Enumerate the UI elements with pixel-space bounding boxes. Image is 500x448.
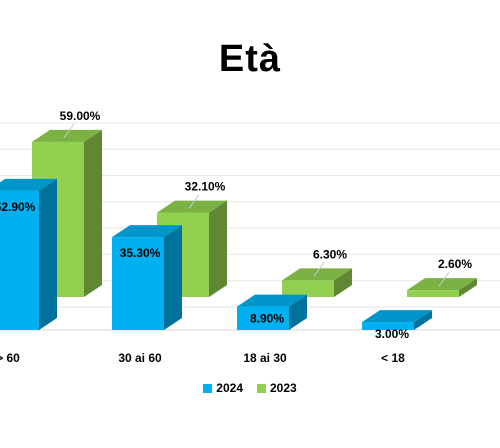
legend: 2024 2023 bbox=[0, 381, 500, 395]
bar-side-2024-2 bbox=[289, 294, 307, 330]
legend-label-2023: 2023 bbox=[270, 381, 297, 395]
bar-side-2023-0 bbox=[84, 129, 102, 297]
data-label-2024-1: 35.30% bbox=[120, 246, 161, 260]
bar-side-2024-3 bbox=[414, 310, 432, 330]
bar-2024-1 bbox=[112, 237, 164, 330]
data-label-2023-0: 59.00% bbox=[60, 109, 101, 123]
legend-swatch-2024 bbox=[203, 383, 213, 393]
data-label-2023-1: 32.10% bbox=[185, 180, 226, 194]
legend-label-2024: 2024 bbox=[216, 381, 243, 395]
category-label-2: 18 ai 30 bbox=[243, 351, 287, 365]
legend-item-2024: 2024 bbox=[203, 381, 243, 395]
bar-side-2023-2 bbox=[334, 268, 352, 297]
bar-top-2024-2 bbox=[237, 294, 307, 307]
bar-side-2024-1 bbox=[164, 225, 182, 330]
bar-top-2023-2 bbox=[282, 268, 352, 281]
bar-top-2024-3 bbox=[362, 310, 432, 323]
bar-top-2023-3 bbox=[407, 278, 477, 291]
label-leader bbox=[63, 123, 75, 139]
legend-swatch-2023 bbox=[257, 383, 266, 393]
bar-2024-0 bbox=[0, 190, 39, 330]
label-leader bbox=[438, 271, 450, 287]
bar-2023-2 bbox=[282, 280, 334, 297]
bar-side-2023-1 bbox=[209, 200, 227, 297]
data-label-2024-0: 52.90% bbox=[0, 200, 36, 214]
bar-side-2024-0 bbox=[39, 178, 57, 330]
bar-2023-3 bbox=[407, 290, 459, 297]
data-label-2024-2: 8.90% bbox=[250, 312, 284, 326]
bar-side-2023-3 bbox=[459, 278, 477, 297]
label-leader bbox=[188, 194, 200, 209]
category-label-0: > 60 bbox=[0, 351, 20, 365]
bar-top-2023-1 bbox=[157, 200, 227, 213]
bar-top-2024-0 bbox=[0, 178, 57, 191]
label-leader bbox=[313, 262, 325, 277]
category-label-3: < 18 bbox=[381, 351, 405, 365]
bar-2024-3 bbox=[362, 322, 414, 330]
chart-title: Età bbox=[218, 38, 282, 80]
category-label-1: 30 ai 60 bbox=[118, 351, 162, 365]
data-label-2024-3: 3.00% bbox=[375, 327, 409, 341]
legend-item-2023: 2023 bbox=[257, 381, 297, 395]
bar-2024-2 bbox=[237, 306, 289, 330]
bar-top-2023-0 bbox=[32, 129, 102, 142]
data-label-2023-2: 6.30% bbox=[313, 247, 347, 261]
data-label-2023-3: 2.60% bbox=[438, 257, 472, 271]
bar-top-2024-1 bbox=[112, 225, 182, 238]
